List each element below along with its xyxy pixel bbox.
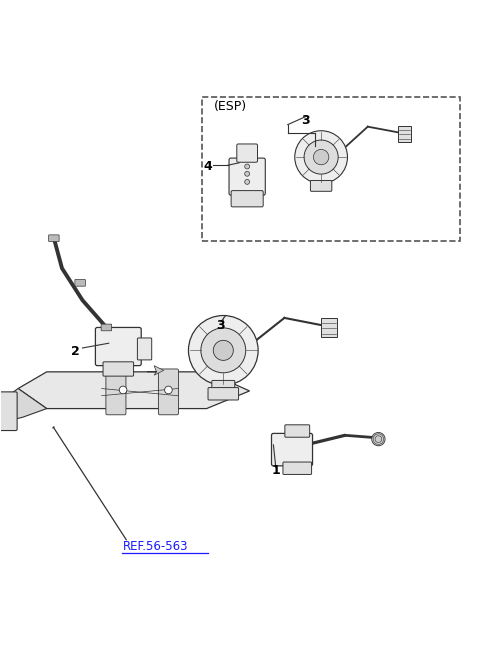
FancyBboxPatch shape [137,338,152,360]
FancyBboxPatch shape [202,97,459,240]
Polygon shape [0,389,47,424]
FancyBboxPatch shape [237,144,257,162]
Circle shape [245,164,250,169]
FancyBboxPatch shape [285,425,310,438]
FancyBboxPatch shape [229,158,265,195]
FancyBboxPatch shape [75,279,85,286]
Text: 2: 2 [71,345,80,358]
Circle shape [165,386,172,394]
FancyBboxPatch shape [103,362,133,376]
FancyBboxPatch shape [311,180,332,191]
Polygon shape [18,372,250,409]
Circle shape [313,150,329,165]
Circle shape [189,315,258,385]
Bar [321,318,337,337]
FancyBboxPatch shape [96,327,141,366]
Circle shape [245,180,250,184]
FancyBboxPatch shape [212,381,235,391]
FancyBboxPatch shape [208,388,239,400]
FancyBboxPatch shape [101,324,112,331]
Circle shape [213,340,233,360]
FancyBboxPatch shape [48,235,59,242]
Circle shape [372,432,385,446]
Circle shape [201,328,246,373]
Circle shape [295,131,348,183]
FancyBboxPatch shape [0,392,17,430]
Text: 3: 3 [301,114,310,127]
Text: 3: 3 [216,319,225,332]
Circle shape [119,386,127,394]
Circle shape [304,140,338,174]
FancyBboxPatch shape [158,369,179,415]
Text: (ESP): (ESP) [214,100,247,113]
Text: 4: 4 [203,160,212,173]
Polygon shape [147,366,164,375]
Bar [398,126,411,142]
FancyBboxPatch shape [283,462,312,475]
FancyBboxPatch shape [272,434,312,466]
Text: 1: 1 [271,464,280,477]
Circle shape [245,171,250,176]
FancyBboxPatch shape [231,191,263,207]
Text: REF.56-563: REF.56-563 [123,541,189,554]
FancyBboxPatch shape [106,369,126,415]
